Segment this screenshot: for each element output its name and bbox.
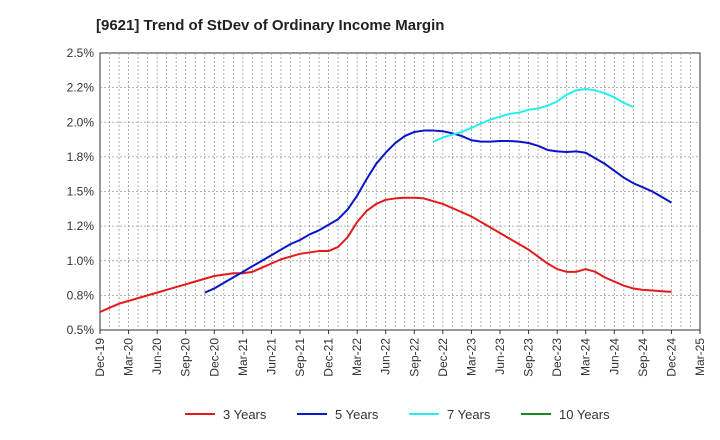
x-tick-label: Mar-21 <box>236 338 250 376</box>
x-tick-label: Dec-20 <box>207 338 221 377</box>
x-tick-label: Mar-25 <box>693 338 707 376</box>
x-tick-label: Mar-22 <box>350 338 364 376</box>
x-axis: Dec-19 Mar-20 Jun-20 Sep-20 Dec-20 Mar-21 Jun-… <box>93 330 707 377</box>
x-tick-label: Sep-20 <box>179 338 193 377</box>
x-tick-label: Jun-21 <box>264 338 278 375</box>
x-tick-label: Mar-23 <box>464 338 478 376</box>
legend-label: 7 Years <box>447 407 491 422</box>
x-tick-label: Dec-21 <box>322 338 336 377</box>
grid <box>100 53 700 330</box>
y-tick-label: 2.5% <box>67 46 95 60</box>
y-tick-label: 0.5% <box>67 323 95 337</box>
legend: 3 Years 5 Years 7 Years 10 Years <box>185 407 610 422</box>
series-line-5-years <box>204 129 672 294</box>
y-tick-label: 1.8% <box>67 150 95 164</box>
x-tick-label: Jun-23 <box>493 338 507 375</box>
x-tick-label: Sep-23 <box>522 338 536 377</box>
x-tick-label: Mar-20 <box>122 338 136 376</box>
y-tick-label: 0.8% <box>67 288 95 302</box>
legend-label: 5 Years <box>335 407 379 422</box>
chart-title: [9621] Trend of StDev of Ordinary Income… <box>96 17 444 34</box>
y-tick-label: 1.0% <box>67 254 95 268</box>
y-tick-label: 2.2% <box>67 81 95 95</box>
y-tick-label: 2.0% <box>67 115 95 129</box>
legend-label: 3 Years <box>223 407 267 422</box>
x-tick-label: Mar-24 <box>579 338 593 376</box>
x-tick-label: Jun-22 <box>379 338 393 375</box>
series-line-7-years <box>432 88 634 143</box>
legend-label: 10 Years <box>559 407 610 422</box>
x-tick-label: Dec-23 <box>550 338 564 377</box>
x-tick-label: Dec-22 <box>436 338 450 377</box>
series-lines <box>99 88 672 313</box>
y-tick-label: 1.2% <box>67 219 95 233</box>
x-tick-label: Sep-22 <box>407 338 421 377</box>
y-tick-label: 1.5% <box>67 185 95 199</box>
x-tick-label: Sep-21 <box>293 338 307 377</box>
y-axis: 0.5% 0.8% 1.0% 1.2% 1.5% 1.8% 2.0% 2.2% 2.5% <box>67 46 95 337</box>
x-tick-label: Sep-24 <box>636 338 650 377</box>
x-tick-label: Dec-19 <box>93 338 107 377</box>
series-line-3-years <box>99 196 672 313</box>
x-tick-label: Dec-24 <box>664 338 678 377</box>
x-tick-label: Jun-24 <box>607 338 621 375</box>
x-tick-label: Jun-20 <box>150 338 164 375</box>
